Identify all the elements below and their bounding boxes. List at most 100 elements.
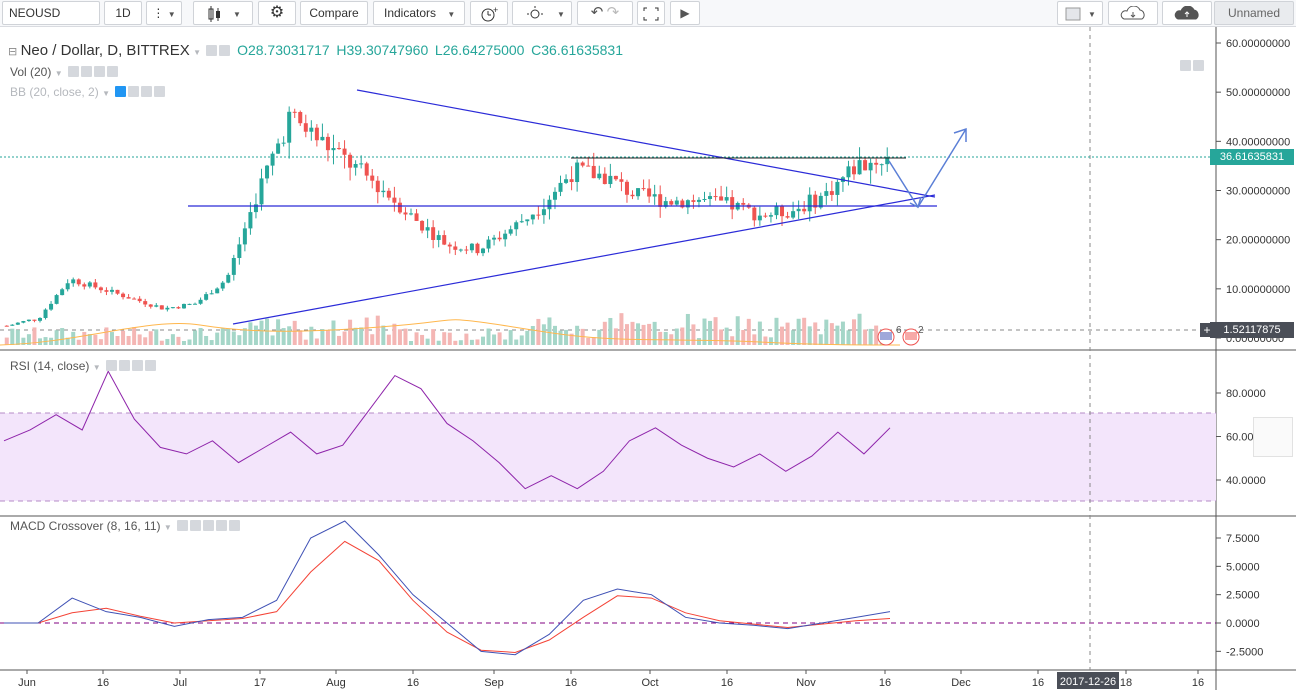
candle-body [49,303,54,310]
add-line-icon[interactable]: + [1200,323,1214,337]
chevron-down-icon[interactable]: ▼ [54,69,63,78]
volume-bar [492,334,497,345]
volume-bar [663,331,668,345]
candle-body [868,162,873,171]
settings-icon[interactable] [118,360,130,371]
add-icon[interactable] [216,520,228,531]
candle-body [65,283,70,290]
add-icon[interactable] [93,66,105,77]
volume-bar [137,334,142,345]
close-icon[interactable] [154,86,166,97]
collapse-icon[interactable]: ⊟ [8,46,18,58]
arrow-head-icon [953,127,967,142]
volume-bar [791,330,796,345]
close-icon[interactable] [144,360,156,371]
volume-bar [630,321,635,345]
candle-body [154,305,159,307]
candle-body [514,222,519,230]
symbol-title: Neo / Dollar, D, BITTREX [20,42,190,59]
volume-bar [226,328,231,345]
eye-icon[interactable] [206,45,218,56]
arrow-down-icon[interactable] [1180,60,1191,71]
redo-icon[interactable]: ↷ [606,4,620,21]
more-icon: ⋮ [152,6,165,20]
macd-signal-line [4,540,891,653]
interval-button[interactable]: 1D [104,1,142,25]
alert-button[interactable]: + [470,1,508,25]
load-layout-button[interactable] [1108,1,1158,25]
candle-body [802,208,807,212]
eye-icon[interactable] [67,66,79,77]
cloud-download-icon [1120,6,1145,20]
volume-bar [575,325,580,345]
settings-icon[interactable] [190,520,202,531]
candle-body [209,293,214,295]
close-icon[interactable] [229,520,241,531]
eye-icon[interactable] [177,520,189,531]
close-icon[interactable] [106,66,118,77]
candle-body [763,215,768,217]
volume-bar [691,324,696,345]
maximize-icon[interactable] [1193,60,1204,71]
candle-body [503,233,508,240]
symbol-search-input[interactable]: NEOUSD [2,1,100,25]
volume-bar [636,323,641,345]
candle-body [719,196,724,201]
candle-body [580,162,585,166]
save-layout-button[interactable] [1162,1,1212,25]
uptrend-line[interactable] [232,194,936,325]
settings-icon[interactable] [219,45,231,56]
add-icon[interactable] [141,86,153,97]
svg-text:+: + [493,6,498,15]
candle-body [497,237,502,240]
indicators-button[interactable]: Indicators ▼ [373,1,465,25]
add-icon[interactable] [131,360,143,371]
volume-bar [768,337,773,345]
settings-button[interactable]: ⚙ [258,1,296,25]
candle-body [619,179,624,182]
chart-canvas[interactable]: 6 2 60.00000000 50.00000000 40.00000000 30.… [0,27,1296,690]
volume-bar [15,330,20,345]
volume-bar [93,334,98,345]
volume-bar [530,326,535,345]
arrow-head-icon [909,196,922,209]
candle-body [669,201,674,205]
chevron-down-icon[interactable]: ▼ [102,89,110,98]
color-theme-button[interactable]: ▼ [1057,1,1103,25]
candle-body [624,181,629,195]
candle-body [76,279,81,285]
layout-name-button[interactable]: Unnamed [1214,1,1294,25]
undo-icon[interactable]: ↶ [590,4,604,21]
eye-icon[interactable] [115,86,127,97]
volume-bar [724,327,729,345]
replay-button[interactable]: ▶ [670,1,700,25]
macd-axis[interactable]: 7.5000 5.0000 2.5000 0.0000 -2.5000 [1216,533,1263,658]
volume-bar [785,322,790,345]
theme-button[interactable]: ▼ [512,1,572,25]
source-icon[interactable] [203,520,215,531]
candle-body [730,197,735,210]
bar-style-button[interactable]: ▼ [193,1,253,25]
economic-events[interactable]: 6 2 [877,325,924,346]
candle-body [187,303,192,305]
time-axis-label: Jun [18,677,36,689]
fullscreen-button[interactable] [637,1,665,25]
downtrend-line[interactable] [356,89,936,198]
price-axis[interactable]: 60.00000000 50.00000000 40.00000000 30.0000… [1216,38,1290,345]
time-axis[interactable]: Jun 16 Jul 17 Aug 16 Sep 16 Oct 16 Nov 16 Dec 16 18 16 [18,670,1204,689]
chart-container[interactable]: 6 2 60.00000000 50.00000000 40.00000000 30.… [0,27,1296,690]
compare-button[interactable]: Compare [300,1,368,25]
candle-body [885,157,890,165]
chevron-down-icon[interactable]: ▼ [193,48,202,57]
volume-bar [840,321,845,345]
interval-dropdown[interactable]: ⋮ ▼ [146,1,182,25]
eye-icon[interactable] [105,360,117,371]
time-axis-label: 16 [879,677,891,689]
settings-icon[interactable] [128,86,140,97]
chevron-down-icon[interactable]: ▼ [92,363,101,372]
volume-bar [719,329,724,345]
settings-icon[interactable] [80,66,92,77]
chevron-down-icon[interactable]: ▼ [163,523,172,532]
volume-label: Vol (20) [10,65,52,79]
